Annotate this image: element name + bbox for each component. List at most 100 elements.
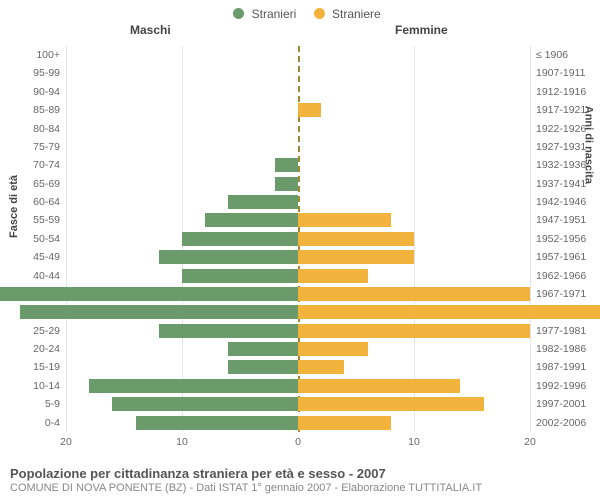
legend-swatch-male (233, 8, 244, 19)
bar-female (298, 342, 368, 356)
x-tick-label: 10 (408, 436, 420, 448)
age-row: 25-291977-1981 (66, 322, 530, 340)
age-label: 0-4 (45, 414, 66, 432)
x-tick-label: 20 (524, 436, 536, 448)
age-row: 5-91997-2001 (66, 395, 530, 413)
age-row: 50-541952-1956 (66, 230, 530, 248)
birth-years-label: 1987-1991 (530, 358, 586, 376)
x-tick-label: 10 (176, 436, 188, 448)
bar-female (298, 232, 414, 246)
bar-female (298, 305, 600, 319)
age-label: 80-84 (33, 120, 66, 138)
bar-male (205, 213, 298, 227)
age-row: 45-491957-1961 (66, 248, 530, 266)
age-label: 10-14 (33, 377, 66, 395)
age-row: 65-691937-1941 (66, 175, 530, 193)
age-label: 45-49 (33, 248, 66, 266)
footer-subtitle: COMUNE DI NOVA PONENTE (BZ) - Dati ISTAT… (10, 482, 482, 494)
bar-female (298, 360, 344, 374)
bar-male (228, 360, 298, 374)
age-row: 10-141992-1996 (66, 377, 530, 395)
age-label: 20-24 (33, 340, 66, 358)
bar-female (298, 324, 530, 338)
bar-male (159, 324, 298, 338)
bar-female (298, 213, 391, 227)
bar-male (89, 379, 298, 393)
age-row: 40-441962-1966 (66, 267, 530, 285)
bar-female (298, 379, 460, 393)
birth-years-label: ≤ 1906 (530, 46, 568, 64)
bar-female (298, 269, 368, 283)
birth-years-label: 1962-1966 (530, 267, 586, 285)
birth-years-label: 1982-1986 (530, 340, 586, 358)
bar-male (182, 232, 298, 246)
age-label: 70-74 (33, 156, 66, 174)
bar-female (298, 287, 530, 301)
birth-years-label: 1907-1911 (530, 64, 585, 82)
bar-male (228, 342, 298, 356)
age-label: 55-59 (33, 211, 66, 229)
bar-male (20, 305, 298, 319)
bar-male (136, 416, 298, 430)
bar-male (159, 250, 298, 264)
x-tick-label: 0 (295, 436, 301, 448)
birth-years-label: 1947-1951 (530, 211, 586, 229)
bar-male (275, 177, 298, 191)
birth-years-label: 1932-1936 (530, 156, 586, 174)
age-row: 95-991907-1911 (66, 64, 530, 82)
column-headers: Maschi Femmine (0, 23, 600, 41)
age-row: 75-791927-1931 (66, 138, 530, 156)
age-row: 85-891917-1921 (66, 101, 530, 119)
bar-male (275, 158, 298, 172)
age-row: 15-191987-1991 (66, 358, 530, 376)
legend-label-male: Stranieri (252, 7, 297, 21)
birth-years-label: 2002-2006 (530, 414, 586, 432)
birth-years-label: 1917-1921 (530, 101, 586, 119)
birth-years-label: 1992-1996 (530, 377, 586, 395)
age-row: 70-741932-1936 (66, 156, 530, 174)
age-row: 35-391967-1971 (66, 285, 530, 303)
bar-female (298, 250, 414, 264)
age-label: 65-69 (33, 175, 66, 193)
bar-female (298, 416, 391, 430)
chart-container: Stranieri Straniere Maschi Femmine Fasce… (0, 0, 600, 500)
birth-years-label: 1967-1971 (530, 285, 586, 303)
age-label: 5-9 (45, 395, 66, 413)
age-label: 75-79 (33, 138, 66, 156)
birth-years-label: 1957-1961 (530, 248, 586, 266)
bar-rows: 100+≤ 190695-991907-191190-941912-191685… (66, 46, 530, 432)
age-label: 90-94 (33, 83, 66, 101)
bar-female (298, 397, 484, 411)
plot-area: 100+≤ 190695-991907-191190-941912-191685… (66, 46, 530, 432)
bar-female (298, 103, 321, 117)
bar-male (112, 397, 298, 411)
x-axis-ticks: 201001020 (66, 436, 530, 450)
birth-years-label: 1997-2001 (530, 395, 586, 413)
age-label: 85-89 (33, 101, 66, 119)
birth-years-label: 1922-1926 (530, 120, 586, 138)
chart-footer: Popolazione per cittadinanza straniera p… (10, 466, 482, 494)
col-header-right: Femmine (395, 23, 448, 37)
age-row: 100+≤ 1906 (66, 46, 530, 64)
legend-label-female: Straniere (332, 7, 381, 21)
birth-years-label: 1942-1946 (530, 193, 586, 211)
age-label: 40-44 (33, 267, 66, 285)
age-label: 95-99 (33, 64, 66, 82)
age-row: 55-591947-1951 (66, 211, 530, 229)
bar-male (182, 269, 298, 283)
legend: Stranieri Straniere (0, 0, 600, 21)
y-axis-title-left: Fasce di età (8, 175, 20, 238)
age-label: 15-19 (33, 358, 66, 376)
birth-years-label: 1912-1916 (530, 83, 586, 101)
age-label: 100+ (36, 46, 66, 64)
birth-years-label: 1937-1941 (530, 175, 586, 193)
age-row: 80-841922-1926 (66, 120, 530, 138)
birth-years-label: 1977-1981 (530, 322, 586, 340)
age-row: 0-42002-2006 (66, 414, 530, 432)
age-row: 30-341972-1976 (66, 303, 530, 321)
age-label: 60-64 (33, 193, 66, 211)
birth-years-label: 1927-1931 (530, 138, 586, 156)
footer-title: Popolazione per cittadinanza straniera p… (10, 466, 482, 481)
age-row: 60-641942-1946 (66, 193, 530, 211)
bar-male (0, 287, 298, 301)
